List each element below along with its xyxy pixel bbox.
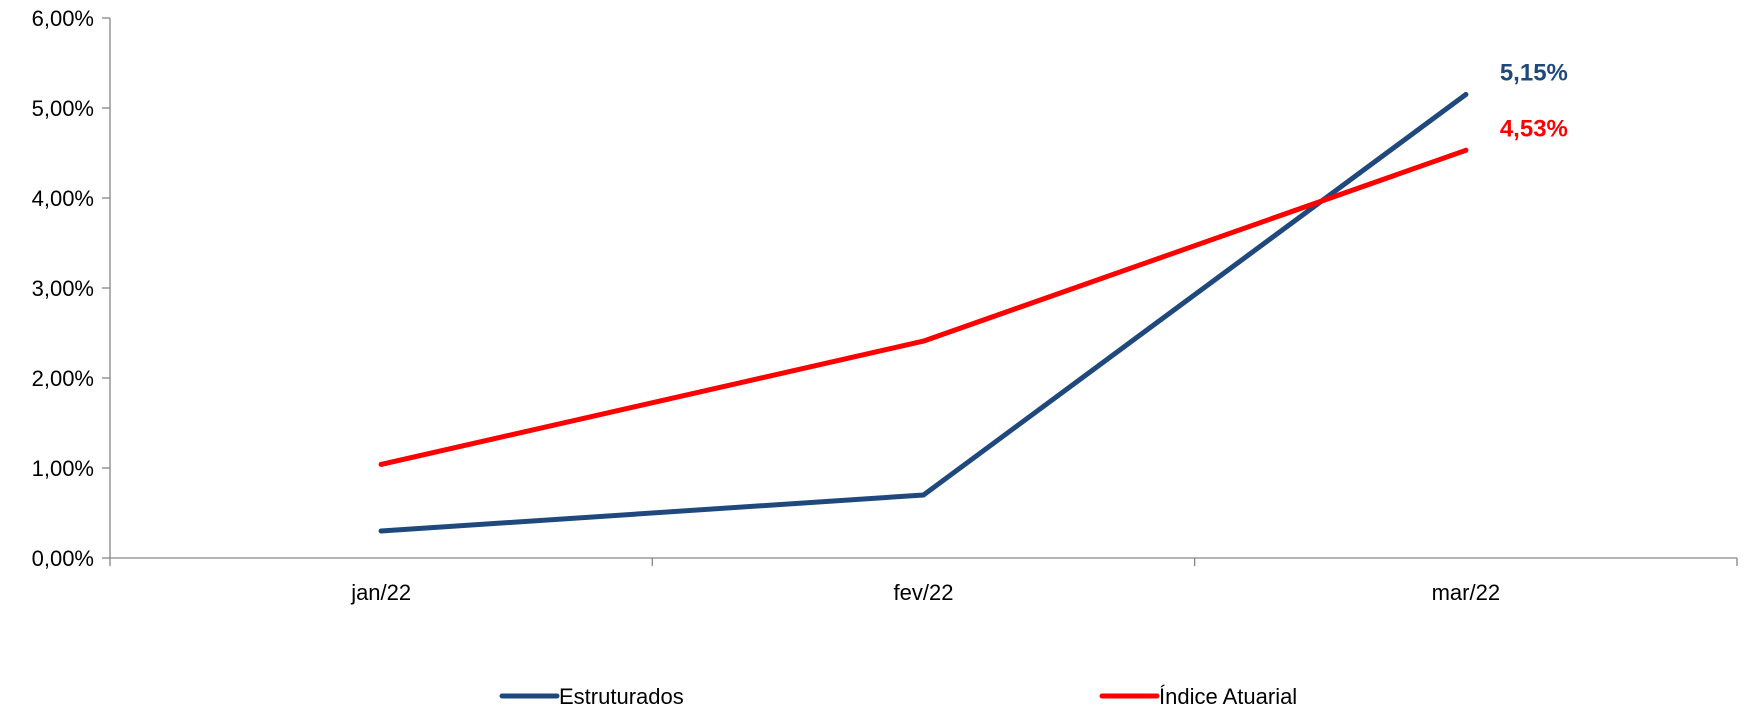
data-point: [921, 492, 926, 498]
y-tick-label: 0,00%: [32, 546, 94, 571]
y-tick-label: 1,00%: [32, 456, 94, 481]
y-tick-label: 3,00%: [32, 276, 94, 301]
data-point: [1463, 147, 1469, 153]
data-point: [378, 528, 384, 534]
legend-label: Índice Atuarial: [1159, 684, 1297, 708]
series-line-0: [378, 92, 1469, 534]
data-point: [1463, 92, 1469, 97]
legend-label: Estruturados: [559, 684, 684, 708]
x-tick-label: mar/22: [1432, 580, 1500, 605]
legend: Estruturados Índice Atuarial: [499, 684, 1297, 709]
data-point: [921, 338, 926, 344]
y-tick-label: 6,00%: [32, 6, 94, 31]
y-tick-label: 4,00%: [32, 186, 94, 211]
y-tick-label: 5,00%: [32, 96, 94, 121]
series-line-1: [378, 147, 1469, 467]
data-label-1: 4,53%: [1500, 115, 1568, 142]
axes: 0,00% 1,00% 2,00% 3,00% 4,00% 5,00% 6,00% jan/2…: [32, 6, 1738, 605]
data-point: [378, 461, 384, 467]
y-tick-label: 2,00%: [32, 366, 94, 391]
x-tick-label: fev/22: [894, 580, 954, 605]
data-label-0: 5,15%: [1500, 60, 1568, 87]
series-layer: [378, 92, 1469, 534]
x-tick-label: jan/22: [350, 580, 411, 605]
labels-layer: 5,15% 4,53%: [1500, 60, 1568, 143]
